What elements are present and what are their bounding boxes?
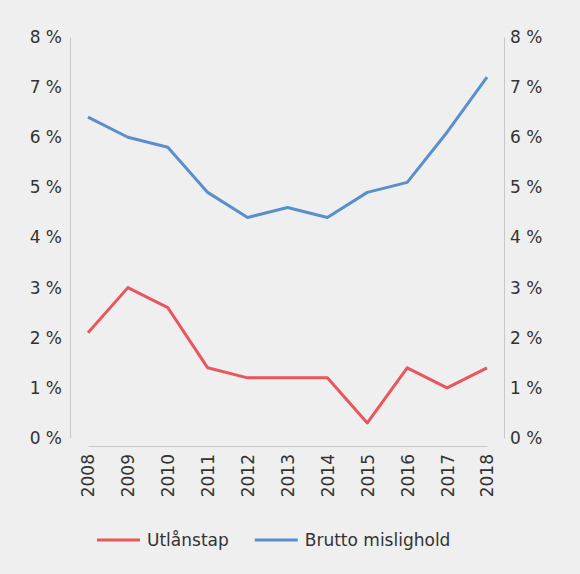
tick: 2010	[158, 446, 178, 497]
x-axis: 2008 2009 2010 2011 2012 2013 2014 2015 2016 2017…	[78, 446, 497, 497]
tick-label: 3 %	[510, 278, 542, 298]
plot-area	[88, 77, 487, 423]
y2-axis: 0 % 1 % 2 % 3 % 4 % 5 % 6 % 7 % 8 %	[504, 27, 542, 448]
tick-label: 2016	[398, 454, 418, 497]
tick-label: 2013	[278, 454, 298, 497]
tick-label: 0 %	[510, 428, 542, 448]
tick-label: 2011	[198, 454, 218, 497]
tick-label: 8 %	[30, 27, 62, 47]
axis-line	[504, 38, 505, 439]
tick: 2012	[238, 446, 258, 497]
legend: Utlånstap Brutto mislighold	[97, 530, 450, 550]
tick-label: 7 %	[30, 77, 62, 97]
tick: 7 %	[504, 77, 542, 97]
tick-label: 2014	[318, 454, 338, 497]
legend-label: Brutto mislighold	[305, 530, 451, 550]
tick-label: 4 %	[30, 227, 62, 247]
tick: 4 %	[504, 227, 542, 247]
legend-swatch	[255, 539, 298, 542]
tick: 2011	[198, 446, 218, 497]
tick-label: 2009	[118, 454, 138, 497]
legend-label: Utlånstap	[147, 530, 229, 550]
tick: 3 %	[504, 278, 542, 298]
tick-label: 5 %	[510, 177, 542, 197]
tick-label: 1 %	[510, 378, 542, 398]
tick-label: 0 %	[30, 428, 62, 448]
tick: 6 %	[30, 127, 70, 147]
tick-label: 2 %	[30, 328, 62, 348]
tick: 2 %	[30, 328, 70, 348]
tick: 2008	[78, 446, 98, 497]
tick: 2 %	[504, 328, 542, 348]
tick: 2013	[278, 446, 298, 497]
tick: 7 %	[30, 77, 70, 97]
tick: 0 %	[30, 428, 70, 448]
tick-label: 6 %	[30, 127, 62, 147]
tick-label: 8 %	[510, 27, 542, 47]
tick: 6 %	[504, 127, 542, 147]
tick-label: 4 %	[510, 227, 542, 247]
tick: 5 %	[504, 177, 542, 197]
y-axis: 0 % 1 % 2 % 3 % 4 % 5 % 6 % 7 % 8 %	[30, 27, 71, 448]
legend-item: Utlånstap	[97, 530, 229, 550]
tick-label: 5 %	[30, 177, 62, 197]
tick-label: 2 %	[510, 328, 542, 348]
tick-label: 2017	[438, 454, 458, 497]
tick-label: 2008	[78, 454, 98, 497]
chart: 0 % 1 % 2 % 3 % 4 % 5 % 6 % 7 % 8 % 0 % 1 % 2 % 3 % 4…	[0, 0, 580, 574]
tick: 8 %	[504, 27, 542, 47]
tick: 5 %	[30, 177, 70, 197]
tick: 2014	[318, 446, 338, 497]
tick-label: 7 %	[510, 77, 542, 97]
legend-swatch	[97, 539, 140, 542]
axis-line	[70, 38, 71, 439]
tick: 4 %	[30, 227, 70, 247]
tick: 2018	[477, 446, 497, 497]
tick: 3 %	[30, 278, 70, 298]
background	[0, 0, 580, 574]
tick-label: 3 %	[30, 278, 62, 298]
tick: 2016	[398, 446, 418, 497]
tick-label: 2010	[158, 454, 178, 497]
axis-line	[89, 446, 488, 447]
legend-item: Brutto mislighold	[255, 530, 451, 550]
tick-label: 2018	[477, 454, 497, 497]
tick-label: 1 %	[30, 378, 62, 398]
tick: 8 %	[30, 27, 70, 47]
tick: 1 %	[30, 378, 70, 398]
tick: 2015	[358, 446, 378, 497]
tick-label: 6 %	[510, 127, 542, 147]
tick-label: 2012	[238, 454, 258, 497]
tick: 2017	[438, 446, 458, 497]
series-line	[88, 288, 487, 423]
tick-label: 2015	[358, 454, 378, 497]
series-line	[88, 77, 487, 217]
tick: 1 %	[504, 378, 542, 398]
tick: 0 %	[504, 428, 542, 448]
tick: 2009	[118, 446, 138, 497]
